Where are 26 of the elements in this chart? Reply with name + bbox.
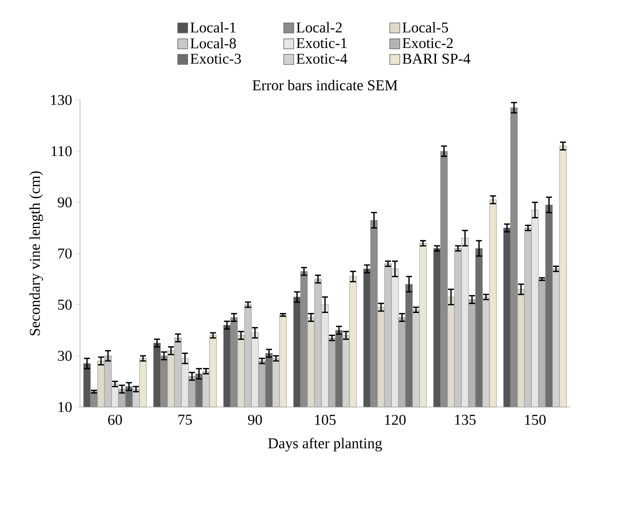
y-tick-label: 70 [58, 248, 72, 259]
legend-label: Local-5 [402, 22, 448, 33]
x-tick-label: 90 [248, 414, 262, 425]
legend-label: BARI SP-4 [402, 54, 470, 64]
y-axis-title: Secondary vine length (cm) [29, 171, 43, 336]
text: Error bars indicate SEM [252, 80, 398, 90]
x-tick-label: 120 [385, 414, 406, 425]
legend-label: Local-8 [190, 38, 236, 48]
legend-label: Local-1 [190, 22, 236, 33]
y-tick-label: 90 [58, 197, 72, 208]
y-tick-label: 10 [58, 402, 72, 412]
x-tick-label: 75 [178, 414, 192, 425]
legend-label: Local-2 [296, 22, 342, 33]
x-tick-label: 150 [525, 414, 546, 425]
legend-label: Exotic-2 [402, 38, 453, 48]
y-tick-label: 50 [58, 300, 72, 310]
x-tick-label: 105 [315, 414, 336, 425]
y-tick-label: 110 [52, 146, 72, 156]
legend-label: Exotic-4 [296, 54, 348, 64]
y-tick-label: 130 [51, 94, 72, 106]
legend-label: Exotic-3 [190, 54, 241, 64]
x-axis-title: Days after planting [268, 438, 382, 452]
x-tick-label: 135 [455, 414, 476, 425]
y-tick-label: 30 [58, 350, 72, 361]
legend-label: Exotic-1 [296, 38, 347, 48]
x-tick-label: 60 [108, 414, 122, 425]
